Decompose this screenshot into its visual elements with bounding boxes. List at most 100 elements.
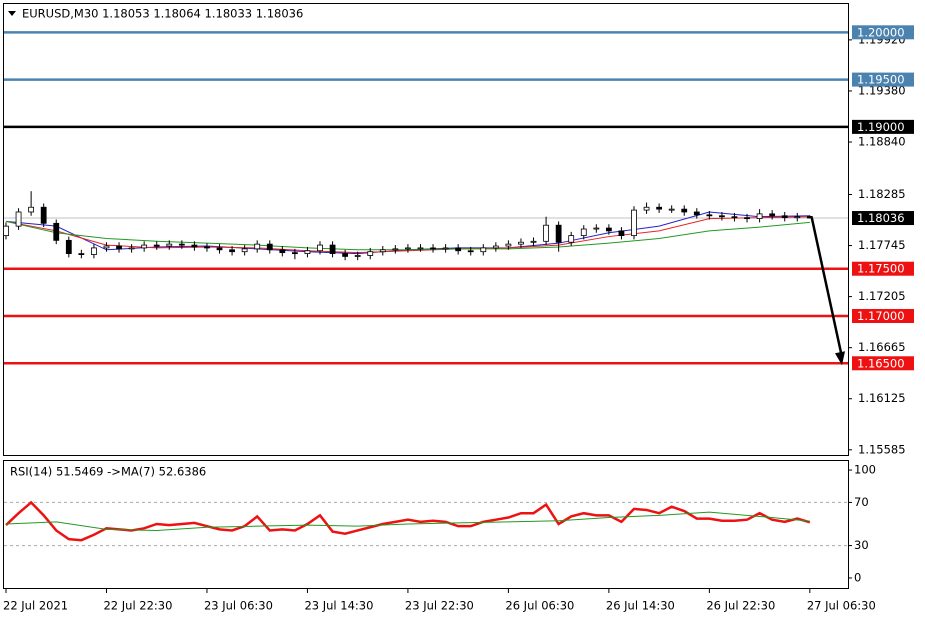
candle-body	[405, 247, 411, 250]
candle-body	[103, 245, 110, 249]
y-tick-label: 1.15585	[858, 442, 906, 456]
chart-title: EURUSD,M30 1.18053 1.18064 1.18033 1.180…	[22, 7, 303, 21]
x-tick-label: 23 Jul 06:30	[204, 599, 273, 613]
candle-body	[65, 239, 72, 254]
x-tick-label: 23 Jul 22:30	[405, 599, 474, 613]
rsi-ma-line	[5, 511, 810, 531]
candle-body	[166, 243, 173, 247]
candle-body	[442, 247, 449, 250]
candle-body	[367, 251, 374, 256]
candle-body	[656, 206, 663, 210]
candle-body	[379, 249, 386, 253]
y-tick-label: 1.17205	[858, 289, 906, 303]
candle-body	[91, 247, 97, 255]
candle-body	[605, 227, 612, 232]
candle-body	[681, 208, 688, 213]
candle-body	[229, 249, 235, 253]
candle-body	[279, 249, 286, 254]
candle-body	[392, 248, 399, 251]
candle-body	[580, 228, 587, 237]
candle-body	[329, 244, 336, 254]
candle-body	[417, 247, 424, 250]
price-level-box	[852, 261, 914, 276]
forecast-arrow	[810, 217, 844, 358]
candle-body	[492, 245, 499, 249]
candle-body	[568, 235, 575, 243]
price-level-label: 1.17500	[857, 262, 905, 276]
candle-body	[555, 224, 562, 243]
candle-body	[781, 215, 788, 219]
candle-body	[266, 243, 273, 251]
x-tick-label: 22 Jul 2021	[3, 599, 68, 613]
candle-body	[618, 230, 625, 237]
y-tick-label: 30	[854, 538, 869, 552]
current-price-box	[852, 211, 914, 226]
candle-body	[153, 244, 160, 247]
y-tick-label: 1.17745	[858, 238, 906, 252]
rsi-panel	[3, 460, 849, 589]
candle-body	[3, 225, 9, 237]
y-tick-label: 1.16125	[858, 391, 906, 405]
candle-body	[241, 248, 248, 253]
price-level-box	[852, 308, 914, 323]
candle-body	[354, 255, 361, 257]
candle-body	[769, 213, 776, 217]
candle-body	[467, 250, 474, 253]
x-tick-label: 26 Jul 06:30	[505, 599, 574, 613]
candle-body	[480, 247, 487, 253]
candle-body	[78, 253, 85, 255]
candle-body	[643, 206, 650, 211]
candle-body	[719, 215, 725, 218]
price-level-label: 1.17000	[857, 309, 905, 323]
y-tick-label: 1.16665	[858, 340, 906, 354]
price-level-box	[852, 119, 914, 134]
candle-body	[53, 222, 60, 241]
price-level-box	[852, 356, 914, 371]
price-level-label: 1.19000	[857, 120, 905, 134]
price-level-label: 1.20000	[857, 25, 905, 39]
candle-body	[128, 247, 135, 250]
candle-body	[505, 243, 512, 247]
x-tick-label: 26 Jul 22:30	[706, 599, 775, 613]
candle-body	[530, 240, 537, 243]
candle-body	[141, 244, 148, 249]
candle-body	[430, 247, 436, 250]
candle-body	[518, 241, 524, 245]
y-tick-label: 70	[854, 495, 869, 509]
candle-body	[731, 216, 738, 219]
menu-triangle[interactable]	[8, 11, 16, 16]
candle-body	[668, 208, 675, 211]
x-tick-label: 26 Jul 14:30	[606, 599, 675, 613]
price-level-label: 1.19500	[857, 73, 905, 87]
candle-body	[744, 217, 750, 220]
candle-body	[28, 206, 35, 213]
candle-body	[806, 216, 813, 219]
candle-body	[631, 209, 637, 237]
candle-body	[191, 244, 198, 248]
rsi-title: RSI(14) 51.5469 ->MA(7) 52.6386	[10, 465, 206, 479]
candle-body	[216, 247, 223, 251]
rsi-line	[5, 500, 811, 542]
candle-body	[254, 243, 261, 250]
candle-body	[116, 245, 122, 250]
candle-body	[317, 244, 323, 252]
candle-body	[342, 253, 349, 257]
y-tick-label: 1.19380	[858, 83, 906, 97]
y-tick-label: 0	[854, 570, 861, 584]
candle-body	[756, 213, 763, 219]
candle-body	[455, 247, 462, 252]
candle-body	[40, 206, 47, 224]
candle-body	[178, 243, 185, 246]
x-tick-label: 23 Jul 14:30	[304, 599, 373, 613]
price-level-box	[852, 72, 914, 87]
x-tick-label: 22 Jul 22:30	[103, 599, 172, 613]
candle-body	[693, 211, 700, 216]
candle-body	[15, 211, 22, 227]
candle-body	[291, 252, 298, 255]
current-price-label: 1.18036	[857, 211, 905, 225]
candle-body	[794, 216, 801, 219]
candle-body	[706, 214, 713, 217]
y-tick-label: 1.18285	[858, 187, 906, 201]
y-tick-label: 1.18840	[858, 135, 906, 149]
